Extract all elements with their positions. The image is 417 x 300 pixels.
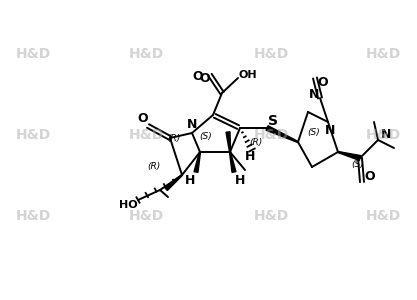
- Text: (S): (S): [200, 133, 212, 142]
- Text: H&D: H&D: [16, 128, 51, 142]
- Text: (S): (S): [352, 160, 364, 169]
- Text: H&D: H&D: [128, 47, 163, 61]
- Text: OH: OH: [239, 70, 257, 80]
- Polygon shape: [226, 132, 231, 152]
- Text: HO: HO: [119, 200, 137, 210]
- Text: O: O: [318, 76, 328, 89]
- Text: H: H: [235, 173, 245, 187]
- Text: H&D: H&D: [128, 128, 163, 142]
- Text: H&D: H&D: [254, 47, 289, 61]
- Text: S: S: [268, 114, 278, 128]
- Text: H&D: H&D: [128, 209, 163, 223]
- Text: H&D: H&D: [16, 47, 51, 61]
- Polygon shape: [194, 152, 201, 172]
- Text: O: O: [365, 170, 375, 184]
- Text: O: O: [193, 70, 203, 83]
- Polygon shape: [229, 152, 236, 172]
- Text: (R): (R): [167, 134, 181, 143]
- Text: H&D: H&D: [366, 47, 401, 61]
- Text: O: O: [138, 112, 148, 125]
- Text: H: H: [185, 173, 195, 187]
- Text: H&D: H&D: [16, 209, 51, 223]
- Text: N: N: [187, 118, 197, 130]
- Text: H&D: H&D: [366, 209, 401, 223]
- Text: H&D: H&D: [366, 128, 401, 142]
- Polygon shape: [165, 175, 182, 190]
- Text: O: O: [200, 73, 210, 85]
- Text: H: H: [245, 149, 255, 163]
- Polygon shape: [338, 152, 361, 160]
- Polygon shape: [266, 126, 298, 142]
- Text: H&D: H&D: [254, 128, 289, 142]
- Text: (R): (R): [249, 137, 263, 146]
- Text: H&D: H&D: [254, 209, 289, 223]
- Text: (R): (R): [147, 163, 161, 172]
- Text: N: N: [381, 128, 391, 142]
- Text: (S): (S): [308, 128, 320, 136]
- Text: N: N: [325, 124, 335, 137]
- Text: N: N: [309, 88, 319, 101]
